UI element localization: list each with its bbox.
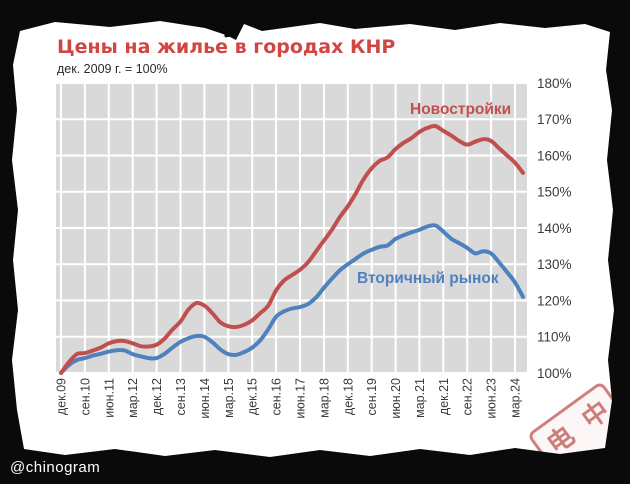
y-tick-label: 130%	[537, 257, 572, 272]
stamp-character: 中	[576, 395, 616, 435]
y-tick-label: 100%	[537, 366, 572, 381]
y-tick-label: 120%	[537, 293, 572, 308]
x-tick-label: сен.16	[270, 378, 284, 416]
x-tick-label: дек.15	[246, 378, 260, 415]
x-tick-label: сен.13	[174, 378, 188, 416]
x-tick-label: дек.09	[55, 378, 69, 415]
x-tick-label: июн.17	[294, 378, 308, 419]
stamp-character: 电	[541, 420, 581, 461]
y-tick-label: 180%	[537, 76, 572, 91]
series-label-new-builds: Новостройки	[410, 101, 512, 118]
x-tick-label: дек.21	[437, 378, 451, 415]
y-tick-label: 110%	[537, 330, 571, 345]
x-tick-label: дек.12	[150, 378, 164, 415]
x-tick-label: июн.14	[198, 378, 212, 419]
x-tick-label: дек.18	[341, 378, 355, 415]
stamp-character: 报	[566, 455, 606, 484]
series-label-secondary-market: Вторичный рынок	[357, 270, 499, 287]
x-tick-label: сен.22	[461, 378, 475, 416]
x-tick-label: мар.15	[222, 378, 236, 418]
x-tick-label: июн.23	[485, 378, 499, 419]
x-tick-label: мар.21	[413, 378, 427, 418]
x-tick-label: мар.24	[509, 378, 523, 418]
y-tick-label: 150%	[537, 185, 572, 200]
x-tick-label: сен.19	[365, 378, 379, 416]
y-tick-label: 140%	[537, 221, 572, 236]
x-tick-label: мар.12	[126, 378, 140, 418]
stamp-character: 文	[601, 429, 630, 470]
watermark-handle: @chinogram	[10, 459, 101, 476]
y-tick-label: 170%	[537, 112, 572, 127]
x-tick-label: июн.11	[102, 378, 116, 418]
y-tick-label: 160%	[537, 148, 572, 163]
x-tick-label: мар.18	[317, 378, 331, 418]
x-tick-label: сен.10	[78, 378, 92, 416]
x-tick-label: июн.20	[389, 378, 403, 419]
